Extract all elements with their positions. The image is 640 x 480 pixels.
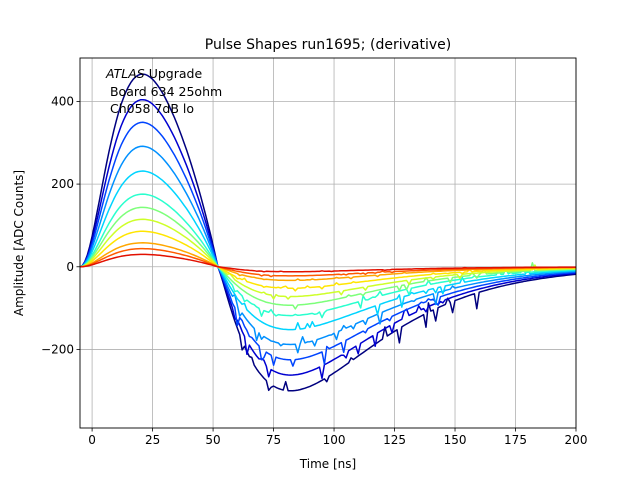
x-axis-label: Time [ns] [299,457,356,471]
annotation-line-1: ATLAS Upgrade [105,66,202,81]
upgrade-label: Upgrade [145,66,203,81]
series-line-4 [80,230,576,292]
series-line-5 [80,218,576,300]
series-line-7 [80,193,576,319]
x-tick-label: 200 [565,433,588,447]
annotation-line-2: Board 634 25ohm [106,84,222,99]
atlas-annotation: ATLAS Upgrade Board 634 25ohm Ch058 7dB … [105,66,222,116]
y-tick-label: 0 [66,260,74,274]
series-line-6 [80,206,576,310]
series-line-10 [80,121,576,367]
series-line-1 [80,253,576,273]
x-tick-label: 100 [323,433,346,447]
y-tick-label: −200 [41,342,74,356]
atlas-label: ATLAS [105,66,145,81]
x-tick-label: 50 [205,433,220,447]
annotation-line-3: Ch058 7dB lo [106,101,194,116]
x-tick-label: 150 [444,433,467,447]
series-line-9 [80,145,576,354]
y-tick-label: 400 [51,94,74,108]
x-tick-label: 175 [504,433,527,447]
plot-area [80,73,576,392]
y-axis-label: Amplitude [ADC Counts] [12,170,26,316]
series-line-8 [80,170,576,331]
series-lines [80,73,576,392]
chart-title: Pulse Shapes run1695; (derivative) [205,37,451,53]
x-tick-label: 75 [266,433,281,447]
y-tick-label: 200 [51,177,74,191]
plot-frame [79,57,577,429]
x-axis-ticks: 0 25 50 75 100 125 150 175 200 [88,428,587,447]
series-line-11 [80,98,576,380]
x-tick-label: 125 [383,433,406,447]
series-line-12 [80,73,576,392]
x-tick-label: 0 [88,433,96,447]
grid-lines [80,58,577,428]
series-line-3 [80,242,576,282]
x-tick-label: 25 [145,433,160,447]
y-axis-ticks: −200 0 200 400 [41,94,80,356]
